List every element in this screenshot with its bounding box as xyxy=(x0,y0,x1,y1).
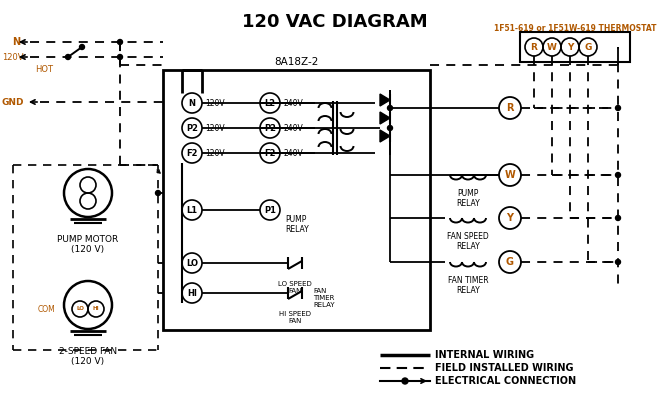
Text: 240V: 240V xyxy=(283,124,303,132)
Text: G: G xyxy=(506,257,514,267)
Text: HI: HI xyxy=(187,289,197,297)
Bar xyxy=(520,32,630,62)
Circle shape xyxy=(616,259,620,264)
Text: HI SPEED
FAN: HI SPEED FAN xyxy=(279,311,311,324)
Circle shape xyxy=(387,106,393,111)
Text: LO: LO xyxy=(186,259,198,267)
Text: 240V: 240V xyxy=(283,98,303,108)
Text: F2: F2 xyxy=(186,148,198,158)
Text: 1F51-619 or 1F51W-619 THERMOSTAT: 1F51-619 or 1F51W-619 THERMOSTAT xyxy=(494,24,656,33)
Text: FAN
TIMER
RELAY: FAN TIMER RELAY xyxy=(313,288,334,308)
Circle shape xyxy=(117,54,123,59)
Text: Y: Y xyxy=(567,42,574,52)
Text: GND: GND xyxy=(2,98,25,106)
Text: PUMP MOTOR
(120 V): PUMP MOTOR (120 V) xyxy=(58,235,119,254)
Text: PUMP
RELAY: PUMP RELAY xyxy=(285,215,309,234)
Text: N: N xyxy=(188,98,196,108)
Text: Y: Y xyxy=(507,213,513,223)
Text: R: R xyxy=(507,103,514,113)
Text: FIELD INSTALLED WIRING: FIELD INSTALLED WIRING xyxy=(435,363,574,373)
Text: P1: P1 xyxy=(264,205,276,215)
Polygon shape xyxy=(380,94,390,106)
Text: 120V: 120V xyxy=(2,52,23,62)
Text: 120V: 120V xyxy=(205,148,224,158)
Text: W: W xyxy=(505,170,515,180)
Text: 120V: 120V xyxy=(205,124,224,132)
Text: 120 VAC DIAGRAM: 120 VAC DIAGRAM xyxy=(242,13,428,31)
Text: HOT: HOT xyxy=(35,65,53,73)
Text: LO: LO xyxy=(76,307,84,311)
Text: 2-SPEED FAN
(120 V): 2-SPEED FAN (120 V) xyxy=(59,347,117,366)
Bar xyxy=(163,70,430,330)
Circle shape xyxy=(387,126,393,130)
Text: P2: P2 xyxy=(264,124,276,132)
Text: L1: L1 xyxy=(186,205,198,215)
Text: N: N xyxy=(12,37,20,47)
Circle shape xyxy=(80,44,84,49)
Text: P2: P2 xyxy=(186,124,198,132)
Text: FAN TIMER
RELAY: FAN TIMER RELAY xyxy=(448,276,488,295)
Circle shape xyxy=(616,173,620,178)
Polygon shape xyxy=(380,112,390,124)
Text: FAN SPEED
RELAY: FAN SPEED RELAY xyxy=(447,232,489,251)
Text: R: R xyxy=(531,42,537,52)
Text: COM: COM xyxy=(38,305,55,313)
Text: 120V: 120V xyxy=(205,98,224,108)
Text: G: G xyxy=(584,42,592,52)
Circle shape xyxy=(616,215,620,220)
Text: W: W xyxy=(547,42,557,52)
Circle shape xyxy=(66,54,70,59)
Circle shape xyxy=(402,378,408,384)
Text: ELECTRICAL CONNECTION: ELECTRICAL CONNECTION xyxy=(435,376,576,386)
Text: 8A18Z-2: 8A18Z-2 xyxy=(274,57,319,67)
Circle shape xyxy=(117,39,123,44)
Text: LO SPEED
FAN: LO SPEED FAN xyxy=(278,281,312,294)
Text: 240V: 240V xyxy=(283,148,303,158)
Text: PUMP
RELAY: PUMP RELAY xyxy=(456,189,480,208)
Text: INTERNAL WIRING: INTERNAL WIRING xyxy=(435,350,534,360)
Text: F2: F2 xyxy=(264,148,276,158)
Circle shape xyxy=(616,106,620,111)
Text: HI: HI xyxy=(92,307,99,311)
Polygon shape xyxy=(380,130,390,142)
Circle shape xyxy=(155,191,161,196)
Text: L2: L2 xyxy=(265,98,275,108)
